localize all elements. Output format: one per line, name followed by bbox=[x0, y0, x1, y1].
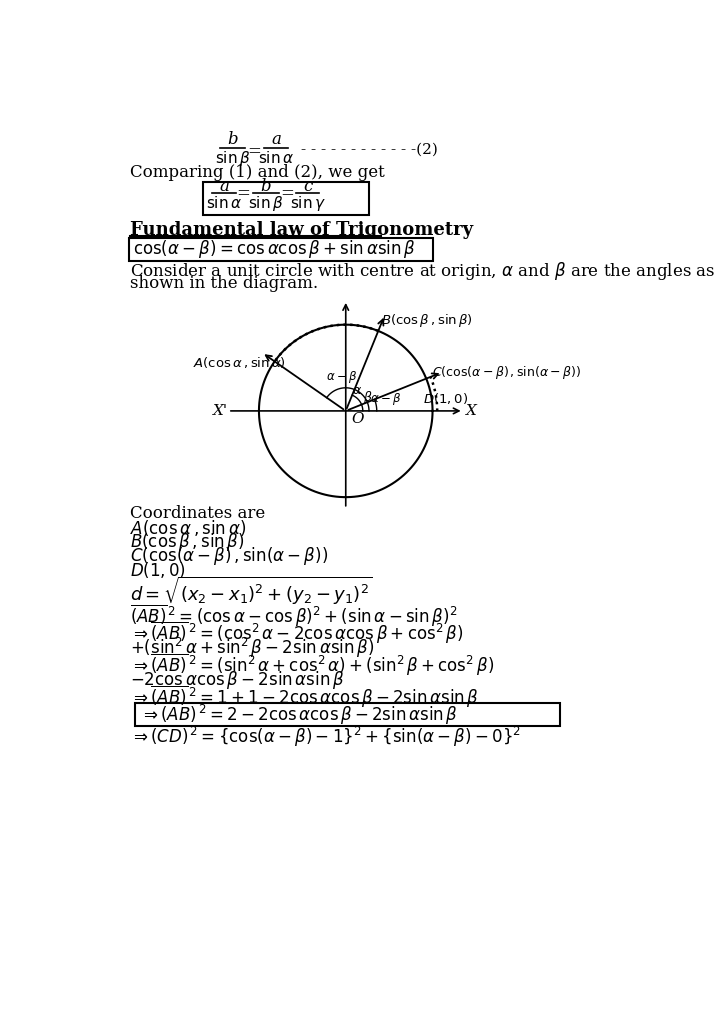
Text: $\Rightarrow \overline{(CD)}^{\,2} = \{\cos(\alpha-\beta)-1\}^2 + \{\sin(\alpha-: $\Rightarrow \overline{(CD)}^{\,2} = \{\… bbox=[130, 723, 521, 749]
FancyBboxPatch shape bbox=[203, 182, 369, 215]
Text: $+(\sin^2\alpha + \sin^2\beta - 2\sin\alpha\sin\beta)$: $+(\sin^2\alpha + \sin^2\beta - 2\sin\al… bbox=[130, 636, 374, 660]
Text: $-2\cos\alpha\cos\beta - 2\sin\alpha\sin\beta$: $-2\cos\alpha\cos\beta - 2\sin\alpha\sin… bbox=[130, 670, 345, 691]
Text: $A(\cos\alpha\,,\sin\alpha)$: $A(\cos\alpha\,,\sin\alpha)$ bbox=[193, 355, 287, 371]
Text: $B(\cos\beta\,,\sin\beta)$: $B(\cos\beta\,,\sin\beta)$ bbox=[130, 530, 245, 553]
Text: $\alpha-\beta$: $\alpha-\beta$ bbox=[370, 391, 402, 406]
Text: b: b bbox=[261, 177, 271, 194]
Text: $\sin\alpha$: $\sin\alpha$ bbox=[258, 151, 294, 166]
Text: $\overline{(AB)}^{\,2} = (\cos\alpha - \cos\beta)^2 + (\sin\alpha - \sin\beta)^2: $\overline{(AB)}^{\,2} = (\cos\alpha - \… bbox=[130, 603, 458, 629]
Text: =: = bbox=[248, 143, 261, 160]
Text: Fundamental law of Trigonometry: Fundamental law of Trigonometry bbox=[130, 221, 474, 239]
Text: $\Rightarrow \overline{(AB)}^{\,2} = 1 + 1 - 2\cos\alpha\cos\beta - 2\sin\alpha\: $\Rightarrow \overline{(AB)}^{\,2} = 1 +… bbox=[130, 684, 480, 711]
Text: =: = bbox=[280, 185, 294, 203]
Text: $C(\cos(\alpha-\beta)\,,\sin(\alpha-\beta))$: $C(\cos(\alpha-\beta)\,,\sin(\alpha-\bet… bbox=[433, 364, 582, 381]
Text: shown in the diagram.: shown in the diagram. bbox=[130, 275, 318, 292]
Text: $\sin\beta$: $\sin\beta$ bbox=[215, 149, 251, 168]
Text: $d = \sqrt{(x_2-x_1)^2+(y_2-y_1)^2}$: $d = \sqrt{(x_2-x_1)^2+(y_2-y_1)^2}$ bbox=[130, 574, 373, 607]
Text: O: O bbox=[351, 411, 364, 426]
Text: X': X' bbox=[212, 404, 228, 418]
Text: $D(1,0)$: $D(1,0)$ bbox=[130, 560, 186, 579]
Text: a: a bbox=[271, 131, 281, 149]
Text: $A(\cos\alpha\,,\sin\alpha)$: $A(\cos\alpha\,,\sin\alpha)$ bbox=[130, 518, 246, 538]
Text: c: c bbox=[303, 177, 312, 194]
Text: $\alpha$: $\alpha$ bbox=[351, 385, 361, 397]
Text: Consider a unit circle with centre at origin, $\alpha$ and $\beta$ are the angle: Consider a unit circle with centre at or… bbox=[130, 260, 716, 282]
Text: $C(\cos(\alpha-\beta)\,,\sin(\alpha-\beta))$: $C(\cos(\alpha-\beta)\,,\sin(\alpha-\bet… bbox=[130, 545, 328, 567]
Text: Comparing (1) and (2), we get: Comparing (1) and (2), we get bbox=[130, 164, 385, 181]
Text: - - - - - - - - - - - -(2): - - - - - - - - - - - -(2) bbox=[301, 143, 438, 157]
FancyBboxPatch shape bbox=[135, 702, 560, 726]
FancyBboxPatch shape bbox=[129, 237, 433, 261]
Text: =: = bbox=[236, 185, 251, 203]
Text: $\sin\beta$: $\sin\beta$ bbox=[248, 193, 284, 213]
Text: $\sin\alpha$: $\sin\alpha$ bbox=[206, 195, 242, 211]
Text: $B(\cos\beta\,,\sin\beta)$: $B(\cos\beta\,,\sin\beta)$ bbox=[382, 312, 473, 329]
Text: $\Rightarrow \overline{(AB)}^{\,2} = (\sin^2\alpha + \cos^2\alpha) + (\sin^2\bet: $\Rightarrow \overline{(AB)}^{\,2} = (\s… bbox=[130, 652, 495, 678]
Text: $\alpha-\beta$: $\alpha-\beta$ bbox=[326, 370, 358, 385]
Text: $\Rightarrow \overline{(AB)}^{\,2} = (\cos^2\alpha - 2\cos\alpha\cos\beta + \cos: $\Rightarrow \overline{(AB)}^{\,2} = (\c… bbox=[130, 620, 464, 645]
Text: $\cos(\alpha - \beta) = \cos\alpha\cos\beta + \sin\alpha\sin\beta$: $\cos(\alpha - \beta) = \cos\alpha\cos\b… bbox=[133, 238, 416, 261]
Text: X: X bbox=[466, 404, 477, 418]
Text: $\sin\gamma$: $\sin\gamma$ bbox=[289, 193, 325, 213]
Text: Coordinates are: Coordinates are bbox=[130, 505, 266, 522]
Text: $\beta$: $\beta$ bbox=[363, 389, 372, 405]
Text: a: a bbox=[219, 177, 229, 194]
Text: $\Rightarrow \overline{(AB)}^{\,2} = 2 - 2\cos\alpha\cos\beta - 2\sin\alpha\sin\: $\Rightarrow \overline{(AB)}^{\,2} = 2 -… bbox=[140, 701, 459, 727]
Text: $D(1,0)$: $D(1,0)$ bbox=[423, 391, 468, 406]
Text: b: b bbox=[228, 131, 238, 149]
